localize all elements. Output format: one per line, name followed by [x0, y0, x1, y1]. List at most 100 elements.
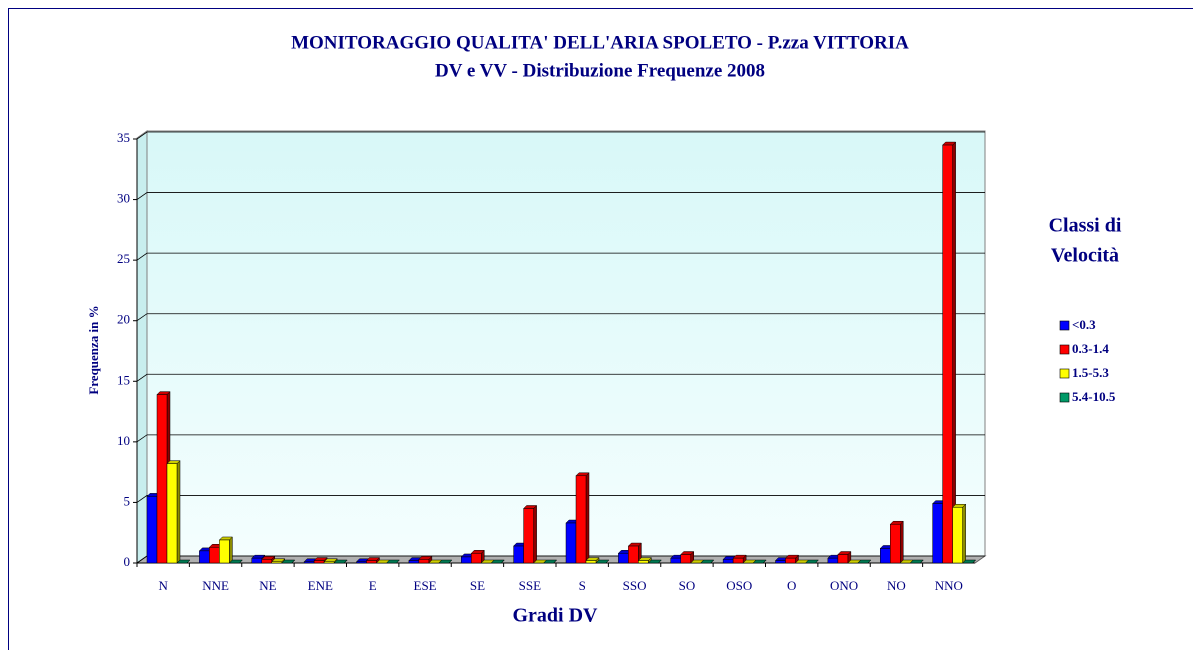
y-tick-label: 30 [117, 191, 130, 206]
x-tick-label: N [158, 578, 168, 593]
bar [156, 394, 168, 564]
bar [199, 550, 210, 564]
x-axis-title: Gradi DV [513, 605, 599, 627]
bar-side [533, 504, 537, 564]
bar-top [962, 559, 977, 564]
grid-line [136, 192, 985, 200]
bar-top [700, 559, 715, 564]
y-tick-label: 15 [117, 372, 130, 387]
bar [271, 561, 282, 564]
bar-side [585, 472, 590, 564]
bar [565, 522, 577, 564]
y-tick-label: 35 [117, 130, 130, 145]
x-tick-label: SSE [519, 578, 541, 593]
bar [575, 475, 587, 564]
bar [785, 557, 796, 564]
legend-swatch [1059, 320, 1070, 331]
bar [523, 508, 534, 564]
legend-title: Velocità [1051, 245, 1119, 267]
y-tick-label: 0 [124, 554, 131, 569]
bar-side [900, 520, 904, 564]
x-tick-label: NO [887, 578, 906, 593]
bar [942, 144, 953, 564]
chart-subtitle: DV e VV - Distribuzione Frequenze 2008 [435, 60, 765, 81]
bar [219, 539, 230, 564]
x-tick-label: O [787, 578, 796, 593]
bar [890, 523, 901, 564]
x-tick-label: S [579, 578, 586, 593]
bar [638, 560, 649, 564]
bar [418, 559, 430, 564]
bar-top [228, 559, 243, 564]
bar [775, 560, 786, 564]
y-tick-label: 20 [117, 312, 130, 327]
bar [408, 560, 420, 564]
bar-top [385, 559, 401, 564]
bar [618, 553, 629, 564]
legend-title: Classi di [1049, 215, 1122, 237]
y-tick-label: 5 [124, 493, 131, 508]
bar [209, 547, 220, 564]
bar-side [952, 141, 956, 564]
bar [932, 503, 943, 564]
grid-line [136, 252, 985, 261]
bar [722, 559, 734, 564]
bar-top [438, 559, 453, 564]
grid-line [136, 495, 985, 503]
bar-top [909, 559, 924, 564]
bar [323, 561, 335, 564]
bar-side [176, 460, 181, 564]
x-tick-label: ENE [308, 578, 333, 593]
y-tick-label: 25 [117, 251, 130, 266]
bar [261, 559, 272, 564]
bar [366, 560, 377, 564]
bar [585, 560, 597, 564]
grid-line [136, 131, 985, 140]
x-tick-label: SSO [623, 578, 647, 593]
bar [313, 560, 325, 564]
bar [628, 545, 639, 564]
bar-top [752, 559, 767, 564]
bar [952, 507, 963, 564]
legend-swatch [1059, 392, 1070, 403]
bar-side [229, 536, 233, 564]
frame [8, 8, 1193, 650]
x-tick-label: NE [259, 578, 276, 593]
x-tick-label: ESE [414, 578, 437, 593]
bar [251, 557, 262, 564]
bar-top [543, 559, 558, 564]
grid-line [136, 434, 985, 443]
bar [166, 463, 178, 564]
bar-top [804, 559, 820, 564]
bar-top [281, 559, 296, 564]
bar [732, 557, 744, 564]
bar-top [176, 559, 191, 564]
x-tick-label: SE [470, 578, 485, 593]
legend-label: <0.3 [1072, 317, 1096, 332]
bar [356, 561, 367, 564]
back-wall [146, 130, 986, 557]
bar [837, 554, 849, 564]
legend-label: 1.5-5.3 [1072, 365, 1109, 380]
bar [513, 545, 524, 564]
bar-top [333, 559, 348, 564]
x-tick-label: SO [679, 578, 696, 593]
bar [827, 557, 839, 564]
bar-side [962, 503, 966, 564]
bar [303, 561, 315, 564]
bar-top [595, 559, 610, 564]
x-tick-label: ONO [830, 578, 858, 593]
x-tick-label: OSO [726, 578, 752, 593]
bar [680, 554, 691, 564]
x-tick-label: E [369, 578, 377, 593]
chart-title: MONITORAGGIO QUALITA' DELL'ARIA SPOLETO … [291, 32, 909, 53]
legend-swatch [1059, 368, 1070, 379]
y-tick-label: 10 [117, 433, 130, 448]
legend-label: 0.3-1.4 [1072, 341, 1109, 356]
legend-swatch [1059, 344, 1070, 355]
grid-line [136, 373, 985, 382]
bar [880, 548, 891, 564]
x-tick-label: NNE [202, 578, 229, 593]
legend-label: 5.4-10.5 [1072, 389, 1116, 404]
